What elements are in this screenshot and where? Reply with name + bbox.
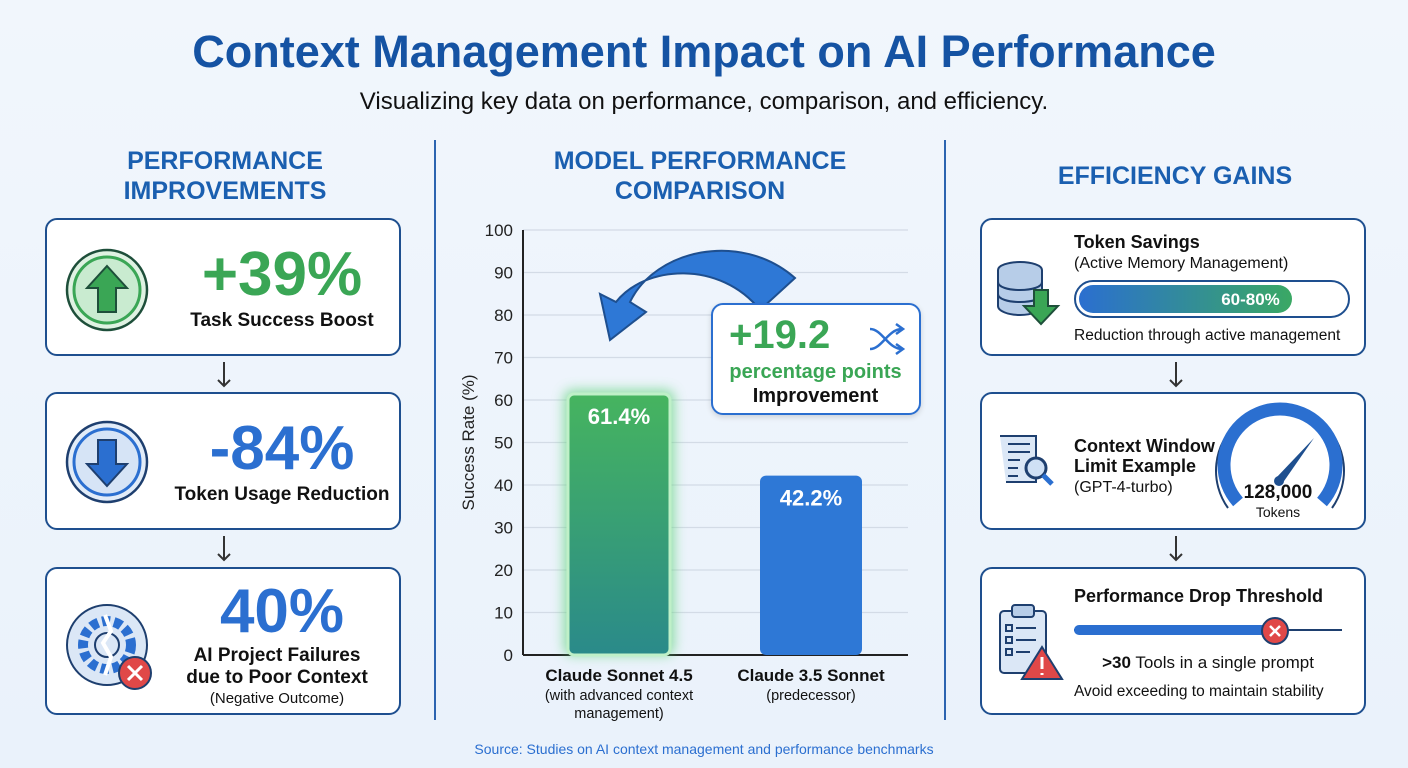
page-subtitle: Visualizing key data on performance, com… <box>359 88 1049 115</box>
token-savings-progress: 60-80% <box>1074 280 1350 318</box>
column-divider <box>944 140 946 720</box>
token-savings-title: Token Savings <box>1074 232 1200 252</box>
x-category-sublabel: (predecessor) <box>766 688 855 704</box>
threshold-caption: Avoid exceeding to maintain stability <box>1074 683 1324 700</box>
context-window-title-line2: Limit Example <box>1074 456 1197 476</box>
token-savings-subtitle: (Active Memory Management) <box>1074 255 1289 272</box>
improvement-label: Improvement <box>752 385 879 407</box>
token-savings-card: Token Savings (Active Memory Management)… <box>980 218 1366 356</box>
y-tick-label: 100 <box>485 221 513 240</box>
curved-arrow-icon <box>598 249 797 342</box>
database-down-icon <box>997 261 1061 326</box>
y-tick-label: 70 <box>494 349 513 368</box>
column-divider <box>434 140 436 720</box>
threshold-x-marker-icon <box>1261 617 1289 645</box>
arrow-down-circle-icon <box>65 420 149 504</box>
bar-2 <box>760 475 862 655</box>
document-search-icon <box>1000 435 1054 486</box>
x-category-sublabel: management) <box>574 706 663 722</box>
efficiency-heading: EFFICIENCY GAINS <box>1057 162 1293 190</box>
bar-data-label: 61.4% <box>588 404 650 429</box>
y-tick-label: 30 <box>494 519 513 538</box>
bar-data-label: 42.2% <box>780 486 842 511</box>
threshold-value: >30 <box>1102 653 1131 672</box>
task-success-label: Task Success Boost <box>190 310 374 331</box>
clipboard-warning-icon <box>999 604 1064 680</box>
context-window-card: Context Window Limit Example (GPT-4-turb… <box>980 392 1366 530</box>
shuffle-icon <box>869 323 906 355</box>
y-tick-label: 90 <box>494 264 513 283</box>
token-usage-label: Token Usage Reduction <box>174 484 390 505</box>
token-savings-caption: Reduction through active management <box>1074 327 1341 344</box>
threshold-title: Performance Drop Threshold <box>1074 586 1324 606</box>
page-title: Context Management Impact on AI Performa… <box>192 26 1216 77</box>
improvement-callout: +19.2 percentage points Improvement <box>711 303 921 415</box>
x-category-label: Claude 3.5 Sonnet <box>737 666 885 685</box>
arrow-down-connector <box>217 362 231 388</box>
token-usage-value: -84% <box>209 414 355 483</box>
threshold-text: >30 Tools in a single prompt <box>1074 653 1342 673</box>
project-failures-value: 40% <box>219 577 345 646</box>
context-window-unit: Tokens <box>1255 504 1301 520</box>
context-window-title-line1: Context Window <box>1074 436 1215 456</box>
project-failures-card: 40% AI Project Failures due to Poor Cont… <box>45 567 401 715</box>
y-tick-label: 40 <box>494 476 513 495</box>
y-tick-label: 0 <box>504 646 513 665</box>
y-tick-label: 50 <box>494 434 513 453</box>
project-failures-note: (Negative Outcome) <box>209 690 345 707</box>
bar-chart: 0 10 20 30 40 50 60 70 80 90 100 Success Rate (%) 61… <box>459 221 908 722</box>
threshold-fill <box>1074 625 1275 635</box>
y-tick-label: 10 <box>494 604 513 623</box>
broken-gear-icon <box>66 604 152 690</box>
performance-heading: PERFORMANCE IMPROVEMENTS <box>123 147 327 205</box>
token-savings-bar-label: 60-80% <box>1221 290 1280 309</box>
task-success-value: +39% <box>201 240 363 309</box>
task-success-card: +39% Task Success Boost <box>45 218 401 356</box>
gauge-icon <box>1215 402 1345 509</box>
threshold-text-label: Tools in a single prompt <box>1135 653 1314 672</box>
x-category-label: Claude Sonnet 4.5 <box>545 666 692 685</box>
arrow-up-circle-icon <box>65 248 149 332</box>
bar-1 <box>566 392 672 657</box>
source-note: Source: Studies on AI context management… <box>474 741 934 757</box>
comparison-heading: MODEL PERFORMANCE COMPARISON <box>553 147 847 205</box>
y-axis-label: Success Rate (%) <box>459 374 478 510</box>
improvement-unit: percentage points <box>729 361 902 383</box>
context-window-value: 128,000 <box>1243 482 1313 503</box>
improvement-value: +19.2 <box>729 313 831 357</box>
project-failures-label: AI Project Failures due to Poor Context <box>186 645 368 688</box>
y-tick-label: 60 <box>494 391 513 410</box>
arrow-down-connector <box>1169 536 1183 562</box>
y-tick-label: 80 <box>494 306 513 325</box>
y-tick-label: 20 <box>494 561 513 580</box>
arrow-down-connector <box>217 536 231 562</box>
arrow-down-connector <box>1169 362 1183 388</box>
threshold-card: Performance Drop Threshold >30 Tools in … <box>980 567 1366 715</box>
token-savings-fill: 60-80% <box>1079 285 1292 313</box>
token-usage-card: -84% Token Usage Reduction <box>45 392 401 530</box>
x-category-sublabel: (with advanced context <box>545 688 693 704</box>
context-window-model: (GPT-4-turbo) <box>1074 479 1173 496</box>
